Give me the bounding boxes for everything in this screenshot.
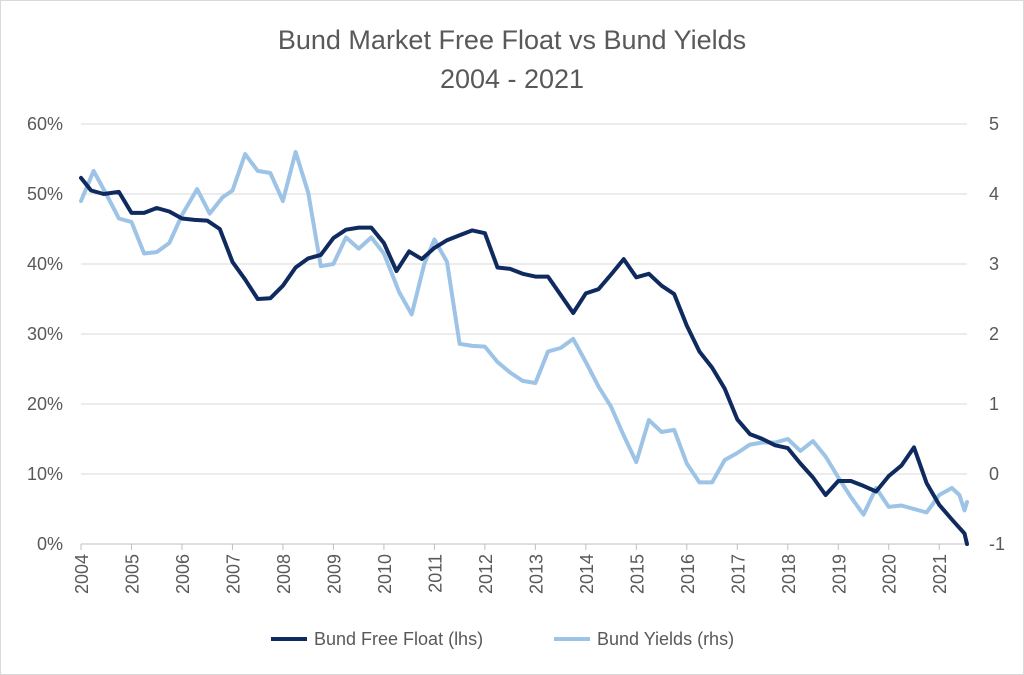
right-tick-label: 5 — [989, 114, 999, 134]
left-tick-label: 20% — [27, 394, 63, 414]
x-tick-label: 2015 — [627, 554, 647, 594]
series-line-free-float — [79, 175, 969, 546]
left-tick-label: 10% — [27, 464, 63, 484]
x-tick-label: 2011 — [425, 554, 445, 593]
x-tick-label: 2019 — [829, 554, 849, 594]
right-tick-label: -1 — [989, 534, 1005, 554]
chart-title: Bund Market Free Float vs Bund Yields — [278, 25, 746, 55]
x-tick-label: 2016 — [678, 554, 698, 594]
left-tick-label: 30% — [27, 324, 63, 344]
x-tick-label: 2018 — [779, 554, 799, 594]
left-tick-label: 60% — [27, 114, 63, 134]
x-tick-label: 2005 — [122, 554, 142, 594]
right-tick-label: 3 — [989, 254, 999, 274]
x-tick-label: 2009 — [324, 554, 344, 594]
x-tick-label: 2006 — [173, 554, 193, 594]
right-axis-ticks: -1 0 1 2 3 4 5 — [989, 114, 1005, 554]
x-tick-label: 2017 — [728, 554, 748, 594]
series-lines — [79, 150, 969, 546]
left-tick-label: 50% — [27, 184, 63, 204]
chart-subtitle: 2004 - 2021 — [440, 64, 584, 94]
x-tick-label: 2007 — [223, 554, 243, 594]
series-line-yields — [79, 150, 969, 517]
x-tick-label: 2012 — [476, 554, 496, 594]
x-tick-label: 2014 — [577, 554, 597, 594]
legend-label: Bund Yields (rhs) — [597, 629, 734, 649]
left-tick-label: 40% — [27, 254, 63, 274]
legend-label: Bund Free Float (lhs) — [314, 629, 483, 649]
gridlines — [81, 123, 967, 545]
x-tick-label: 2010 — [375, 554, 395, 594]
x-tick-label: 2004 — [72, 554, 92, 594]
x-tick-label: 2021 — [930, 554, 950, 594]
right-tick-label: 4 — [989, 184, 999, 204]
x-tick-label: 2020 — [880, 554, 900, 594]
legend: Bund Free Float (lhs) Bund Yields (rhs) — [271, 629, 734, 649]
x-tick-label: 2008 — [274, 554, 294, 594]
left-tick-label: 0% — [37, 534, 63, 554]
right-tick-label: 2 — [989, 324, 999, 344]
left-axis-ticks: 0% 10% 20% 30% 40% 50% 60% — [27, 114, 63, 554]
right-tick-label: 0 — [989, 464, 999, 484]
x-axis-ticks: 2004 2005 2006 2007 2008 2009 2010 2011 2012 2013… — [72, 544, 950, 594]
right-tick-label: 1 — [989, 394, 999, 414]
x-tick-label: 2013 — [526, 554, 546, 594]
